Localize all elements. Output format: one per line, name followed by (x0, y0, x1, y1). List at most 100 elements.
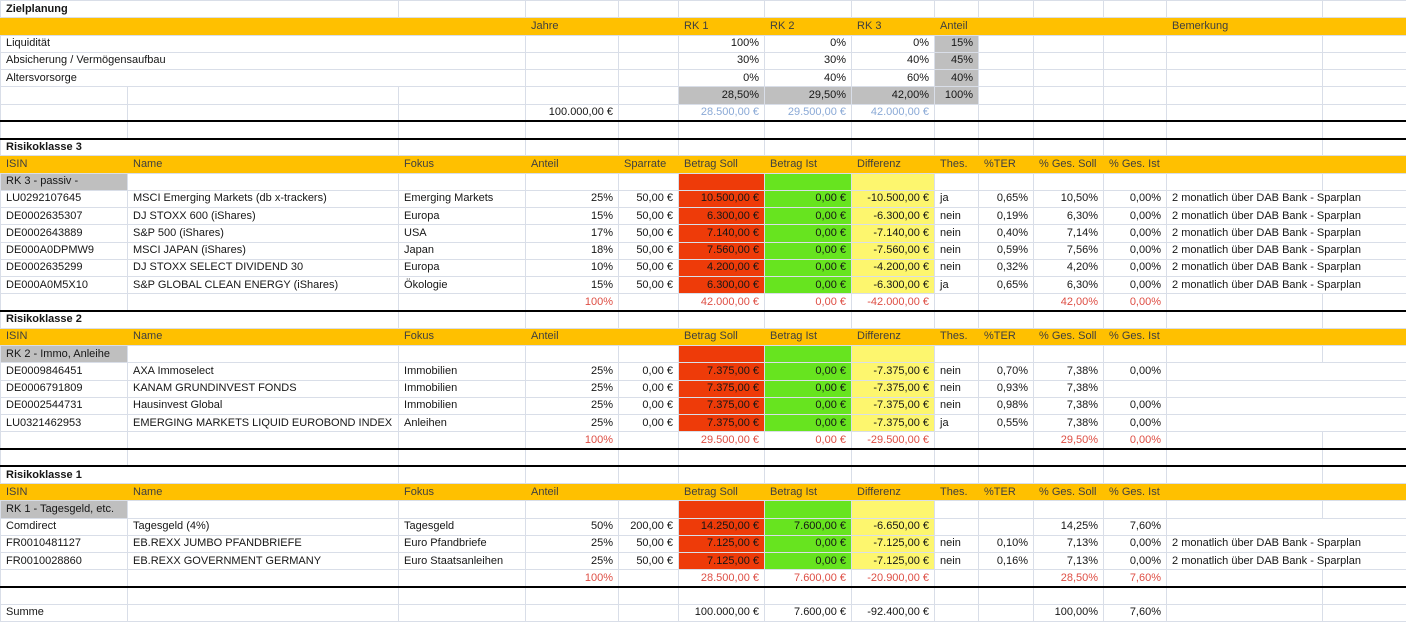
empty-cell[interactable] (935, 587, 979, 604)
anteil-cell[interactable]: 25% (526, 397, 619, 414)
ter-cell[interactable]: 0,59% (979, 242, 1034, 259)
empty-cell[interactable] (765, 466, 852, 483)
isin-cell[interactable]: DE0002544731 (1, 397, 128, 414)
summe-ges-soll[interactable]: 100,00% (1034, 604, 1104, 621)
empty-cell[interactable] (619, 139, 679, 156)
thes-cell[interactable]: nein (935, 397, 979, 414)
ges-ist-cell[interactable]: 0,00% (1104, 363, 1167, 380)
plan-totals-rk3[interactable]: 42,00% (852, 87, 935, 104)
totals-differenz[interactable]: -29.500,00 € (852, 432, 935, 449)
col-header-differenz[interactable]: Differenz (852, 484, 935, 501)
empty-cell[interactable] (1167, 294, 1323, 311)
fokus-cell[interactable]: Emerging Markets (399, 190, 526, 207)
betrag-soll-empty[interactable] (679, 346, 765, 363)
ter-cell[interactable] (979, 518, 1034, 535)
name-cell[interactable]: MSCI Emerging Markets (db x-trackers) (128, 190, 399, 207)
betrag-soll-cell[interactable]: 4.200,00 € (679, 259, 765, 276)
plan-amount-rk2[interactable]: 29.500,00 € (765, 104, 852, 121)
ges-soll-cell[interactable]: 4,20% (1034, 259, 1104, 276)
empty-cell[interactable] (979, 35, 1034, 52)
sparrate-cell[interactable]: 0,00 € (619, 415, 679, 432)
thes-cell[interactable]: nein (935, 535, 979, 552)
empty-cell[interactable] (979, 70, 1034, 87)
totals-differenz[interactable]: -42.000,00 € (852, 294, 935, 311)
empty-cell[interactable] (979, 52, 1034, 69)
empty-cell[interactable] (1104, 104, 1167, 121)
bemerkung-cell[interactable]: 2 monatlich über DAB Bank - Sparplan (1167, 277, 1406, 294)
ges-ist-cell[interactable]: 0,00% (1104, 259, 1167, 276)
empty-cell[interactable] (526, 121, 619, 138)
empty-cell[interactable] (619, 121, 679, 138)
empty-cell[interactable] (128, 570, 399, 587)
empty-cell[interactable] (619, 501, 679, 518)
empty-cell[interactable] (1167, 156, 1323, 173)
fokus-cell[interactable]: Tagesgeld (399, 518, 526, 535)
ges-ist-cell[interactable] (1104, 380, 1167, 397)
thes-cell[interactable]: nein (935, 225, 979, 242)
empty-cell[interactable] (399, 432, 526, 449)
bemerkung-cell[interactable] (1167, 380, 1406, 397)
name-cell[interactable]: S&P 500 (iShares) (128, 225, 399, 242)
empty-cell[interactable] (1104, 52, 1167, 69)
betrag-ist-empty[interactable] (765, 346, 852, 363)
betrag-ist-cell[interactable]: 0,00 € (765, 380, 852, 397)
summe-betrag-soll[interactable]: 100.000,00 € (679, 604, 765, 621)
empty-cell[interactable] (399, 139, 526, 156)
name-cell[interactable]: Hausinvest Global (128, 397, 399, 414)
name-cell[interactable]: S&P GLOBAL CLEAN ENERGY (iShares) (128, 277, 399, 294)
differenz-empty[interactable] (852, 501, 935, 518)
empty-cell[interactable] (1, 432, 128, 449)
empty-cell[interactable] (935, 604, 979, 621)
ges-ist-cell[interactable]: 0,00% (1104, 208, 1167, 225)
empty-cell[interactable] (1323, 484, 1406, 501)
empty-cell[interactable] (979, 294, 1034, 311)
empty-cell[interactable] (1034, 173, 1104, 190)
empty-cell[interactable] (526, 501, 619, 518)
differenz-cell[interactable]: -10.500,00 € (852, 190, 935, 207)
empty-cell[interactable] (1323, 449, 1406, 466)
plan-row-label[interactable]: Liquidität (1, 35, 526, 52)
empty-cell[interactable] (526, 139, 619, 156)
fokus-cell[interactable]: Ökologie (399, 277, 526, 294)
betrag-ist-cell[interactable]: 0,00 € (765, 553, 852, 570)
empty-cell[interactable] (979, 173, 1034, 190)
empty-cell[interactable] (1323, 587, 1406, 604)
empty-cell[interactable] (619, 173, 679, 190)
col-header-thes[interactable]: Thes. (935, 484, 979, 501)
empty-cell[interactable] (619, 570, 679, 587)
isin-cell[interactable]: DE0002635299 (1, 259, 128, 276)
empty-cell[interactable] (526, 449, 619, 466)
empty-cell[interactable] (1034, 18, 1104, 35)
plan-rk2-value[interactable]: 0% (765, 35, 852, 52)
anteil-cell[interactable]: 25% (526, 190, 619, 207)
sparrate-cell[interactable]: 50,00 € (619, 190, 679, 207)
differenz-cell[interactable]: -6.650,00 € (852, 518, 935, 535)
ges-ist-cell[interactable]: 7,60% (1104, 518, 1167, 535)
empty-cell[interactable] (128, 104, 399, 121)
empty-cell[interactable] (526, 173, 619, 190)
empty-cell[interactable] (979, 104, 1034, 121)
empty-cell[interactable] (1104, 466, 1167, 483)
differenz-empty[interactable] (852, 346, 935, 363)
plan-row-label[interactable]: Absicherung / Vermögensaufbau (1, 52, 526, 69)
col-header-differenz[interactable]: Differenz (852, 156, 935, 173)
empty-cell[interactable] (399, 449, 526, 466)
empty-cell[interactable] (1167, 570, 1323, 587)
empty-cell[interactable] (765, 449, 852, 466)
empty-cell[interactable] (679, 449, 765, 466)
betrag-ist-cell[interactable]: 0,00 € (765, 225, 852, 242)
col-header-ges-soll[interactable]: % Ges. Soll (1034, 484, 1104, 501)
thes-cell[interactable]: nein (935, 259, 979, 276)
empty-cell[interactable] (1323, 604, 1406, 621)
isin-cell[interactable]: DE0002635307 (1, 208, 128, 225)
differenz-cell[interactable]: -7.560,00 € (852, 242, 935, 259)
empty-cell[interactable] (1167, 501, 1323, 518)
thes-cell[interactable]: nein (935, 380, 979, 397)
empty-cell[interactable] (1323, 87, 1406, 104)
empty-cell[interactable] (1034, 121, 1104, 138)
betrag-soll-cell[interactable]: 7.375,00 € (679, 380, 765, 397)
totals-ges-ist[interactable]: 0,00% (1104, 294, 1167, 311)
empty-cell[interactable] (1167, 70, 1323, 87)
totals-betrag-soll[interactable]: 28.500,00 € (679, 570, 765, 587)
ter-cell[interactable]: 0,70% (979, 363, 1034, 380)
